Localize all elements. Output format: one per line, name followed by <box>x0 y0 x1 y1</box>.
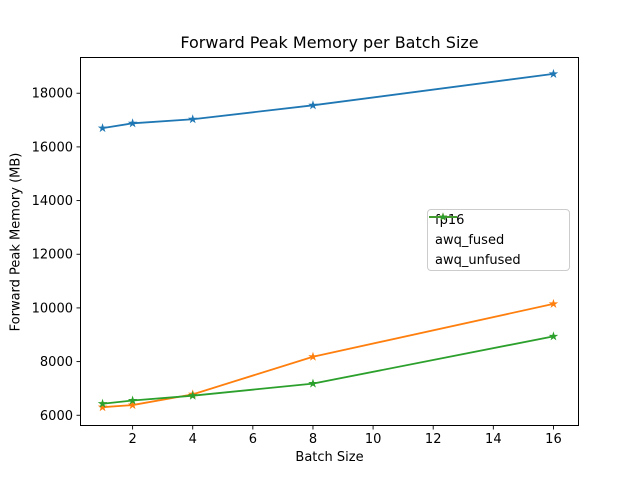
data-point-awq_unfused-1 <box>97 398 108 408</box>
x-tick-label: 6 <box>249 432 257 447</box>
legend-label: awq_unfused <box>435 252 521 268</box>
data-point-awq_fused-1 <box>97 402 108 412</box>
legend: fp16 awq_fused awq_unfused <box>427 209 570 271</box>
data-point-awq_fused-16 <box>548 298 559 308</box>
series-line-fp16 <box>102 73 554 130</box>
x-axis-label: Batch Size <box>295 450 364 465</box>
legend-line-sample <box>429 212 457 221</box>
data-point-awq_unfused-16 <box>548 331 559 341</box>
x-tick-label: 12 <box>425 432 442 447</box>
y-tick-label: 12000 <box>32 248 73 263</box>
chart-title: Forward Peak Memory per Batch Size <box>180 33 479 52</box>
x-tick-label: 8 <box>309 432 317 447</box>
data-point-fp16-8 <box>308 100 318 110</box>
legend-item-awq_unfused: awq_unfused <box>429 212 569 270</box>
y-tick-label: 8000 <box>40 355 73 370</box>
y-tick-label: 16000 <box>32 140 73 155</box>
x-tick-label: 2 <box>128 432 136 447</box>
x-tick-label: 14 <box>485 432 502 447</box>
data-point-fp16-4 <box>187 114 198 124</box>
data-point-fp16-1 <box>97 123 108 133</box>
data-point-awq_unfused-4 <box>187 390 198 400</box>
legend-label: awq_fused <box>435 232 505 248</box>
axes-frame <box>80 57 579 426</box>
star-marker-icon <box>438 212 448 221</box>
data-point-awq_unfused-8 <box>308 378 318 388</box>
legend-item-awq_fused: awq_fused <box>429 212 569 250</box>
series-line-awq_unfused <box>102 335 554 405</box>
y-tick-label: 6000 <box>40 409 73 424</box>
series-line-awq_fused <box>102 303 554 409</box>
y-axis-label: Forward Peak Memory (MB) <box>8 152 24 332</box>
x-tick-label: 4 <box>189 432 197 447</box>
data-point-fp16-2 <box>127 118 138 128</box>
y-tick-label: 18000 <box>32 87 73 102</box>
y-tick-label: 14000 <box>32 194 73 209</box>
x-tick-label: 10 <box>365 432 382 447</box>
data-point-awq_fused-2 <box>127 400 138 410</box>
data-point-awq_fused-8 <box>308 351 318 361</box>
y-tick-label: 10000 <box>32 301 73 316</box>
x-tick-label: 16 <box>545 432 562 447</box>
data-point-fp16-16 <box>548 68 559 78</box>
data-point-awq_unfused-2 <box>127 395 138 405</box>
